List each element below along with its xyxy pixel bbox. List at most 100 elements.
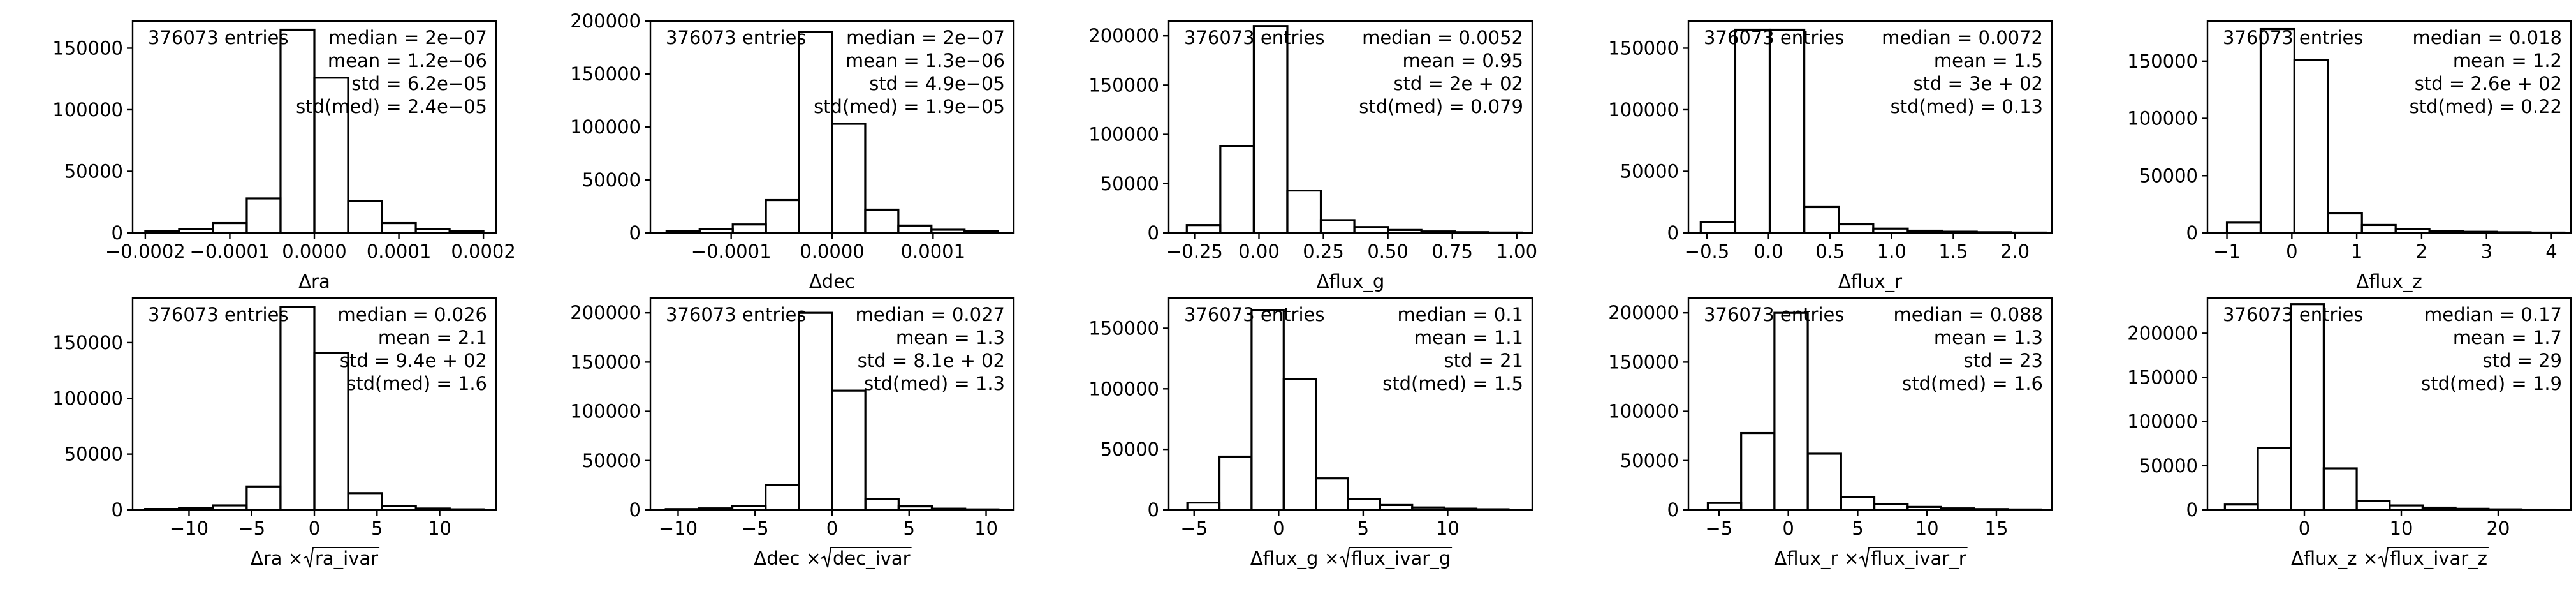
- y-tick-label: 150000: [1608, 351, 1679, 373]
- stat-line: std(med) = 0.22: [2410, 96, 2562, 117]
- histogram-bar: [2257, 447, 2292, 511]
- x-axis-label: Δflux_r × flux_ivar_r: [1774, 547, 1968, 569]
- axes-frame: [1687, 20, 2053, 234]
- histogram-bar: [798, 311, 833, 511]
- histogram-panel-10: 0 10 20 0 50000 100000 150000 200000 Δflux_z × f…: [2127, 297, 2572, 569]
- y-tick-label: 100000: [2127, 411, 2198, 433]
- x-tick-label: 10: [428, 518, 451, 539]
- stat-line: std = 21: [1444, 350, 1523, 371]
- x-axis-label: Δdec: [809, 271, 855, 292]
- y-tick-label: 100000: [1088, 124, 1159, 145]
- histogram-bar: [1768, 28, 1806, 234]
- entries-count: 376073 entries: [2223, 27, 2363, 48]
- x-axis-label: Δflux_z × flux_ivar_z: [2291, 547, 2489, 569]
- x-tick-label: 0.75: [1431, 241, 1473, 262]
- x-tick-label: 20: [2487, 518, 2510, 539]
- y-tick-label: 50000: [1620, 160, 1679, 182]
- stat-line: std(med) = 0.079: [1359, 96, 1523, 117]
- histogram-bar: [1773, 311, 1809, 511]
- x-tick-label: 10: [974, 518, 998, 539]
- y-tick-label: 0: [2186, 222, 2198, 244]
- x-tick-label: 0.0001: [367, 241, 431, 262]
- histogram-bar: [798, 30, 833, 234]
- y-tick-label: 200000: [570, 10, 641, 32]
- x-axis-label: Δra: [298, 271, 330, 292]
- y-tick-label: 0: [112, 222, 123, 244]
- histogram-bar: [1218, 455, 1253, 511]
- entries-count: 376073 entries: [1704, 304, 1844, 325]
- y-tick-label: 150000: [52, 332, 123, 354]
- x-tick-label: −1: [2213, 241, 2241, 262]
- sqrt-sign: [1859, 547, 1968, 568]
- stat-line: std(med) = 1.5: [1382, 373, 1523, 394]
- x-tick-label: −0.0001: [190, 241, 270, 262]
- stat-line: mean = 1.1: [1414, 327, 1523, 348]
- stat-line: std = 2e + 02: [1393, 73, 1523, 94]
- histogram-bar: [2322, 467, 2358, 511]
- x-tick-label: 1.00: [1496, 241, 1537, 262]
- histogram-bar: [313, 352, 349, 511]
- stat-line: std(med) = 1.6: [346, 373, 487, 394]
- x-tick-label: 0: [1273, 518, 1284, 539]
- x-tick-label: 0.0002: [451, 241, 515, 262]
- histogram-bar: [1873, 503, 1909, 511]
- x-tick-label: −0.0002: [105, 241, 186, 262]
- histogram-bar: [765, 484, 800, 511]
- axes-frame: [1687, 297, 2053, 511]
- x-tick-label: 0.25: [1303, 241, 1344, 262]
- stat-line: std(med) = 2.4e−05: [296, 96, 487, 117]
- histogram-bar: [1806, 452, 1842, 511]
- histogram-bar: [1353, 226, 1389, 234]
- stat-line: std = 23: [1963, 350, 2043, 371]
- y-tick-label: 50000: [64, 444, 123, 465]
- x-tick-label: −5: [1705, 518, 1732, 539]
- x-tick-label: 1.5: [1938, 241, 1968, 262]
- y-tick-label: 150000: [570, 351, 641, 373]
- histogram-bar: [1315, 477, 1349, 511]
- stat-line: mean = 1.2: [2453, 50, 2562, 71]
- y-tick-label: 100000: [52, 387, 123, 409]
- entries-count: 376073 entries: [666, 27, 806, 48]
- x-tick-label: −5: [238, 518, 265, 539]
- entries-count: 376073 entries: [148, 304, 288, 325]
- y-tick-label: 50000: [64, 160, 123, 182]
- x-axis-label-radicand: flux_ivar_z: [2390, 548, 2487, 569]
- histogram-panel-2: −0.0001 0.0000 0.0001 0 50000 100000 150000 200…: [570, 10, 1015, 292]
- y-tick-label: 50000: [582, 450, 641, 472]
- histogram-bar: [2355, 500, 2391, 511]
- x-axis-label-radicand: flux_ivar_r: [1871, 548, 1966, 569]
- histogram-bar: [347, 200, 383, 234]
- y-tick-label: 200000: [570, 302, 641, 324]
- stat-line: median = 0.026: [338, 304, 487, 325]
- y-tick-label: 0: [112, 499, 123, 521]
- stat-line: std = 6.2e−05: [351, 73, 487, 94]
- stat-line: std(med) = 1.9: [2421, 373, 2562, 394]
- y-tick-label: 200000: [1088, 25, 1159, 47]
- x-tick-label: 4: [2545, 241, 2557, 262]
- x-tick-label: 0.0000: [800, 241, 864, 262]
- y-tick-label: 50000: [582, 169, 641, 191]
- x-tick-label: 3: [2480, 241, 2492, 262]
- x-tick-label: 10: [1915, 518, 1939, 539]
- x-axis-label: Δflux_r: [1838, 271, 1902, 292]
- y-tick-label: 0: [1667, 499, 1679, 521]
- histogram-bar: [279, 306, 316, 511]
- stat-line: mean = 1.3: [896, 327, 1005, 348]
- entries-count: 376073 entries: [1184, 304, 1324, 325]
- entries-count: 376073 entries: [666, 304, 806, 325]
- y-tick-label: 0: [629, 222, 641, 244]
- x-tick-label: 0: [1782, 518, 1794, 539]
- histogram-panel-1: −0.0002 −0.0001 0.0000 0.0001 0.0002 0 50000 10…: [52, 20, 516, 292]
- stat-line: median = 0.0052: [1362, 27, 1523, 48]
- histogram-bar: [1840, 496, 1876, 511]
- x-tick-label: −0.25: [1166, 241, 1223, 262]
- stat-line: std(med) = 1.9e−05: [814, 96, 1005, 117]
- stat-line: std(med) = 1.6: [1902, 373, 2043, 394]
- histogram-bar: [2290, 303, 2325, 511]
- x-tick-label: 0: [309, 518, 320, 539]
- x-tick-label: −10: [659, 518, 698, 539]
- histogram-bar: [897, 224, 933, 234]
- histogram-bar: [1838, 223, 1875, 234]
- x-axis-label-text: Δra ×: [251, 548, 304, 569]
- histogram-bar: [2327, 212, 2363, 234]
